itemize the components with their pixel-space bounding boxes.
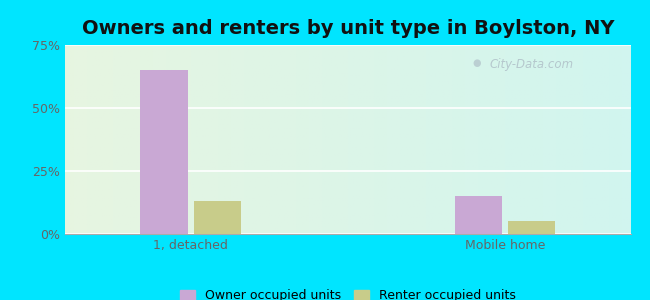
Legend: Owner occupied units, Renter occupied units: Owner occupied units, Renter occupied un… bbox=[175, 284, 521, 300]
Bar bbox=[454, 196, 502, 234]
Text: City-Data.com: City-Data.com bbox=[489, 58, 573, 71]
Text: ●: ● bbox=[472, 58, 480, 68]
Bar bbox=[194, 201, 241, 234]
Title: Owners and renters by unit type in Boylston, NY: Owners and renters by unit type in Boyls… bbox=[81, 19, 614, 38]
Bar bbox=[140, 70, 187, 234]
Bar bbox=[508, 221, 555, 234]
